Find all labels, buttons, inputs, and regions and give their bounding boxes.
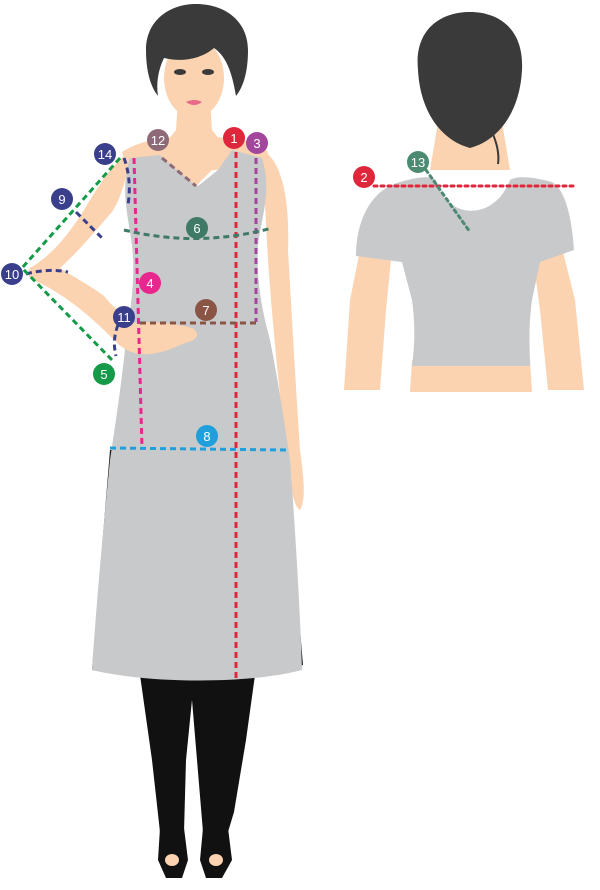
marker-3: 3 (246, 132, 268, 154)
left-hand (116, 322, 197, 355)
svg-text:12: 12 (151, 133, 165, 148)
svg-text:7: 7 (202, 303, 209, 318)
svg-text:8: 8 (203, 429, 210, 444)
back-hair (417, 12, 523, 148)
svg-text:5: 5 (100, 367, 107, 382)
line-4 (132, 157, 144, 449)
right-shoe (200, 828, 232, 878)
line-10 (25, 268, 69, 276)
left-arm (28, 156, 198, 347)
line-5 (19, 157, 122, 362)
svg-text:4: 4 (146, 276, 153, 291)
back-blouse (356, 177, 574, 366)
marker-2: 2 (353, 166, 375, 188)
marker-9: 9 (51, 188, 73, 210)
svg-text:6: 6 (193, 221, 200, 236)
hair (146, 4, 248, 96)
left-shoe (158, 828, 188, 878)
marker-6: 6 (186, 217, 208, 239)
line-11 (112, 324, 120, 357)
marker-14: 14 (94, 143, 116, 165)
svg-text:1: 1 (230, 131, 237, 146)
leggings (140, 675, 255, 832)
svg-text:9: 9 (58, 192, 65, 207)
markers: 1 2 3 4 5 6 7 8 (1, 127, 429, 447)
svg-text:2: 2 (360, 170, 367, 185)
line-12 (161, 156, 197, 188)
line-13 (424, 168, 472, 234)
svg-text:11: 11 (117, 310, 131, 325)
right-arm (262, 150, 304, 510)
marker-13: 13 (407, 151, 429, 173)
marker-4: 4 (139, 272, 161, 294)
neckline (160, 146, 232, 186)
marker-12: 12 (147, 129, 169, 151)
marker-5: 5 (93, 363, 115, 385)
marker-11: 11 (113, 306, 135, 328)
back-waist (410, 360, 532, 392)
marker-8: 8 (196, 425, 218, 447)
marker-7: 7 (195, 299, 217, 321)
line-9 (74, 210, 106, 242)
line-14 (122, 157, 131, 206)
back-measurement-lines (372, 168, 576, 234)
svg-text:14: 14 (98, 147, 112, 162)
svg-text:13: 13 (411, 155, 425, 170)
marker-1: 1 (223, 127, 245, 149)
svg-text:3: 3 (253, 136, 260, 151)
back-left-arm (344, 240, 392, 390)
back-right-arm (532, 240, 584, 390)
marker-10: 10 (1, 263, 23, 285)
back-figure (344, 12, 584, 392)
svg-text:10: 10 (5, 267, 19, 282)
